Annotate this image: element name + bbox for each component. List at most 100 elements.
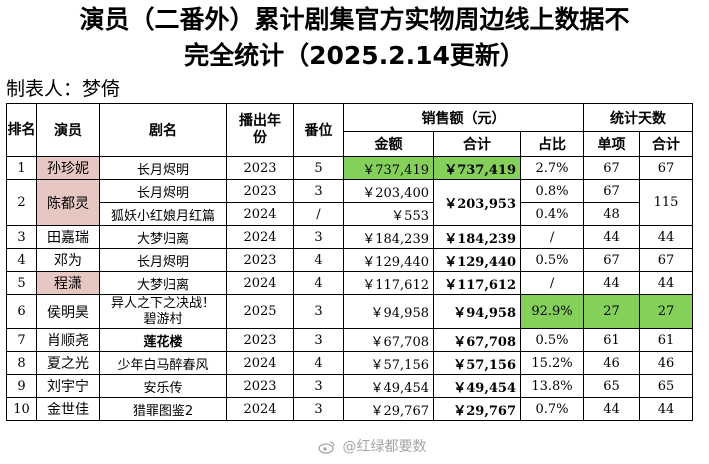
show-cell: 长月烬明 — [99, 156, 227, 180]
page-title: 演员（二番外）累计剧集官方实物周边线上数据不 完全统计（2025.2.14更新） — [0, 0, 709, 76]
days-total-cell: 65 — [639, 374, 694, 398]
total-cell: ￥737,419 — [433, 156, 521, 180]
year-cell: 2024 — [226, 397, 294, 421]
watermark: @红绿都要数 — [318, 436, 426, 456]
billing-cell: 4 — [293, 248, 344, 272]
show-cell: 异人之下之决战！ 碧游村 — [99, 294, 227, 329]
days-total-cell: 27 — [639, 294, 694, 329]
billing-cell: 3 — [293, 225, 344, 249]
table-row: 2 陈都灵 长月烬明 2023 3 ￥203,400 ￥203,953 0.8%… — [6, 179, 694, 226]
total-cell: ￥67,708 — [433, 328, 521, 352]
year-cell: 2024 — [226, 351, 294, 375]
share-cell: 0.5% — [519, 328, 585, 352]
rank-cell: 2 — [6, 179, 37, 226]
billing-cell: 3 — [293, 374, 344, 398]
table-row: 1 孙珍妮 长月烬明 2023 5 ￥737,419 ￥737,419 2.7%… — [6, 156, 694, 180]
actor-cell: 金世佳 — [36, 397, 100, 421]
billing-cell: 4 — [293, 271, 344, 295]
watermark-text: @红绿都要数 — [342, 439, 427, 455]
share-cell: 0.8% — [519, 179, 585, 203]
rank-cell: 7 — [6, 328, 37, 352]
share-cell: 2.7% — [519, 156, 585, 180]
days-single-cell: 48 — [583, 202, 641, 226]
show-cell: 少年白马醉春风 — [99, 351, 227, 375]
rank-cell: 4 — [6, 248, 37, 272]
rank-cell: 8 — [6, 351, 37, 375]
total-cell: ￥117,612 — [433, 271, 521, 295]
actor-cell: 侯明昊 — [36, 294, 100, 329]
table-row: 9 刘宇宁 安乐传 2023 3 ￥49,454 ￥49,454 13.8% 6… — [6, 374, 694, 398]
billing-cell: 3 — [293, 179, 344, 203]
year-cell: 2024 — [226, 202, 294, 226]
days-single-cell: 67 — [583, 156, 641, 180]
year-cell: 2024 — [226, 271, 294, 295]
actor-cell: 程潇 — [36, 271, 100, 295]
actor-cell: 刘宇宁 — [36, 374, 100, 398]
table-maker: 制表人：梦倚 — [6, 78, 121, 100]
year-cell: 2023 — [226, 248, 294, 272]
rank-cell: 6 — [6, 294, 37, 329]
days-single-cell: 65 — [583, 374, 641, 398]
table-row: 5 程潇 大梦归离 2024 4 ￥117,612 ￥117,612 / 44 … — [6, 271, 694, 295]
show-cell: 猎罪图鉴2 — [99, 397, 227, 421]
title-line-1: 演员（二番外）累计剧集官方实物周边线上数据不 — [79, 5, 630, 34]
header-show: 剧名 — [99, 103, 227, 157]
amount-cell: ￥57,156 — [343, 351, 434, 375]
actor-cell: 邓为 — [36, 248, 100, 272]
amount-cell: ￥67,708 — [343, 328, 434, 352]
weibo-icon — [318, 441, 335, 454]
total-cell: ￥57,156 — [433, 351, 521, 375]
year-cell: 2023 — [226, 374, 294, 398]
total-cell: ￥29,767 — [433, 397, 521, 421]
share-cell: 92.9% — [519, 294, 585, 329]
days-single-cell: 44 — [583, 397, 641, 421]
billing-cell: 3 — [293, 328, 344, 352]
rank-cell: 10 — [6, 397, 37, 421]
days-total-cell: 46 — [639, 351, 694, 375]
table-row: 7 肖顺尧 莲花楼 2023 3 ￥67,708 ￥67,708 0.5% 61… — [6, 328, 694, 352]
days-total-cell: 61 — [639, 328, 694, 352]
header-billing: 番位 — [293, 103, 344, 157]
days-total-cell: 115 — [639, 179, 694, 226]
amount-cell: ￥129,440 — [343, 248, 434, 272]
share-cell: 0.7% — [519, 397, 585, 421]
header-year: 播出年份 — [226, 103, 294, 157]
year-cell: 2023 — [226, 156, 294, 180]
year-cell: 2025 — [226, 294, 294, 329]
rank-cell: 5 — [6, 271, 37, 295]
actor-cell: 陈都灵 — [36, 179, 100, 226]
show-cell: 长月烬明 — [99, 248, 227, 272]
total-cell: ￥129,440 — [433, 248, 521, 272]
share-cell: 13.8% — [519, 374, 585, 398]
table-row: 10 金世佳 猎罪图鉴2 2024 3 ￥29,767 ￥29,767 0.7%… — [6, 397, 694, 421]
show-cell: 莲花楼 — [99, 328, 227, 352]
show-cell: 大梦归离 — [99, 271, 227, 295]
days-total-cell: 67 — [639, 248, 694, 272]
billing-cell: 5 — [293, 156, 344, 180]
actor-cell: 肖顺尧 — [36, 328, 100, 352]
days-single-cell: 44 — [583, 225, 641, 249]
show-cell: 长月烬明 — [99, 179, 227, 203]
amount-cell: ￥49,454 — [343, 374, 434, 398]
days-single-cell: 67 — [583, 179, 641, 203]
show-cell: 大梦归离 — [99, 225, 227, 249]
total-cell: ￥203,953 — [433, 179, 521, 226]
table-row: 3 田嘉瑞 大梦归离 2024 3 ￥184,239 ￥184,239 / 44… — [6, 225, 694, 249]
show-cell-line-1: 异人之下之决战！ — [110, 295, 215, 311]
actor-cell: 田嘉瑞 — [36, 225, 100, 249]
header-row: 排名 演员 剧名 播出年份 番位 销售额（元） 统计天数 — [6, 103, 694, 157]
sales-table: 排名 演员 剧名 播出年份 番位 销售额（元） 统计天数 金额 合计 占比 单项… — [6, 103, 694, 421]
total-cell: ￥184,239 — [433, 225, 521, 249]
show-cell: 安乐传 — [99, 374, 227, 398]
header-days-total: 合计 — [639, 131, 694, 157]
header-actor: 演员 — [36, 103, 100, 157]
show-cell-line-2: 碧游村 — [143, 311, 183, 327]
header-amount: 金额 — [343, 131, 434, 157]
title-line-2: 完全统计（2025.2.14更新） — [184, 41, 525, 70]
table-row: 6 侯明昊 异人之下之决战！ 碧游村 2025 3 ￥94,958 ￥94,95… — [6, 294, 694, 329]
share-cell: 15.2% — [519, 351, 585, 375]
rank-cell: 3 — [6, 225, 37, 249]
year-cell: 2023 — [226, 328, 294, 352]
rank-cell: 1 — [6, 156, 37, 180]
amount-cell: ￥184,239 — [343, 225, 434, 249]
